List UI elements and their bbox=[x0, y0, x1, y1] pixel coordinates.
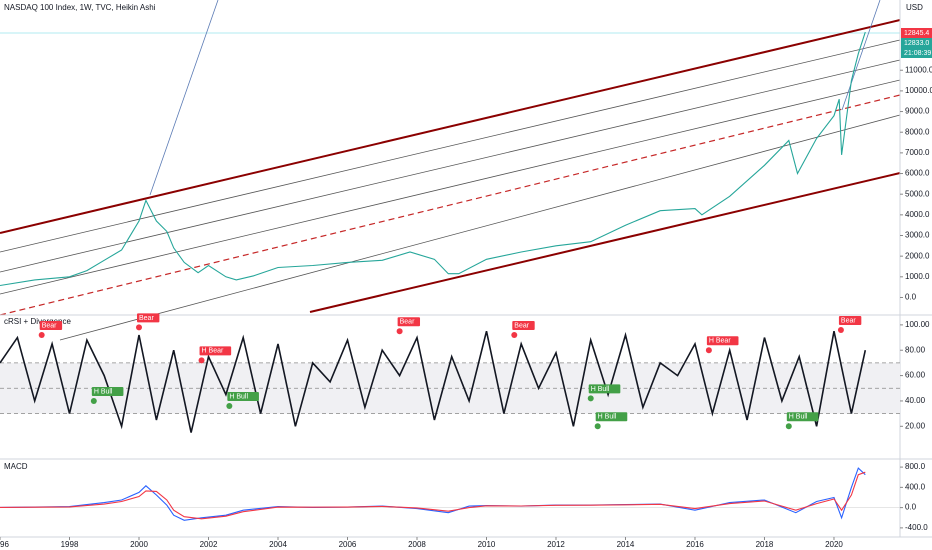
x-tick-label: 2016 bbox=[686, 540, 704, 549]
x-tick-label: 2020 bbox=[825, 540, 843, 549]
y-tick-label: 0.0 bbox=[905, 503, 917, 512]
divergence-label: Bear bbox=[400, 319, 415, 326]
divergence-tag bbox=[838, 315, 862, 325]
series-line bbox=[0, 471, 866, 520]
divergence-dot bbox=[785, 423, 792, 430]
divergence-label: Bear bbox=[139, 315, 154, 322]
divergence-label: H Bull bbox=[598, 414, 617, 421]
price-tag-bg bbox=[901, 38, 932, 48]
trend-line bbox=[59, 114, 901, 341]
currency: USD bbox=[906, 3, 923, 12]
x-tick-label: 1998 bbox=[61, 540, 79, 549]
trend-line bbox=[0, 19, 901, 234]
x-tick-label: 2000 bbox=[130, 540, 148, 549]
divergence-tag bbox=[199, 346, 232, 356]
y-tick-label: -400.0 bbox=[905, 523, 928, 532]
divergence-tag bbox=[397, 317, 421, 327]
series-line bbox=[0, 467, 866, 521]
indicator-title: cRSI + Divergence bbox=[4, 317, 71, 326]
divergence-label: H Bull bbox=[94, 388, 113, 395]
divergence-label: H Bull bbox=[789, 414, 808, 421]
x-tick-label: 2006 bbox=[339, 540, 357, 549]
divergence-label: H Bear bbox=[202, 348, 224, 355]
y-tick-label: 400.0 bbox=[905, 482, 926, 491]
trend-line bbox=[149, 0, 219, 196]
x-tick-label: 2014 bbox=[617, 540, 635, 549]
divergence-dot bbox=[396, 328, 403, 335]
divergence-label: H Bear bbox=[709, 338, 731, 345]
y-tick-label: 11000.0 bbox=[905, 65, 932, 74]
y-tick-label: 3000.0 bbox=[905, 231, 930, 240]
divergence-label: Bear bbox=[514, 322, 529, 329]
price-tag-bg bbox=[901, 28, 932, 38]
x-tick-label: 2002 bbox=[200, 540, 218, 549]
y-tick-label: 40.00 bbox=[905, 396, 926, 405]
trend-line bbox=[0, 59, 901, 273]
divergence-dot bbox=[38, 332, 45, 339]
x-tick-label: 2018 bbox=[756, 540, 774, 549]
divergence-tag bbox=[588, 384, 621, 394]
trend-line bbox=[0, 79, 901, 295]
y-tick-label: 80.00 bbox=[905, 345, 926, 354]
divergence-tag bbox=[227, 392, 259, 402]
indicator-title: MACD bbox=[4, 462, 28, 471]
y-tick-label: 9000.0 bbox=[905, 107, 930, 116]
divergence-dot bbox=[837, 326, 844, 333]
price-tag: 12845.4 bbox=[904, 30, 929, 37]
y-tick-label: 10000.0 bbox=[905, 86, 932, 95]
divergence-label: Bear bbox=[841, 317, 856, 324]
divergence-tag bbox=[512, 321, 535, 331]
trend-line bbox=[0, 39, 901, 253]
y-tick-label: 800.0 bbox=[905, 462, 926, 471]
trend-line bbox=[841, 0, 881, 111]
chart-title: NASDAQ 100 Index, 1W, TVC, Heikin Ashi bbox=[4, 3, 156, 12]
series-line bbox=[0, 331, 867, 433]
divergence-label: H Bull bbox=[591, 386, 610, 393]
x-tick-label: 2012 bbox=[547, 540, 565, 549]
divergence-tag bbox=[136, 313, 160, 323]
divergence-dot bbox=[226, 403, 233, 410]
price-tag-bg bbox=[901, 48, 932, 58]
divergence-label: Bear bbox=[42, 322, 57, 329]
divergence-tag bbox=[786, 412, 819, 422]
drawings bbox=[0, 0, 901, 341]
divergence-tag bbox=[39, 321, 63, 331]
x-tick-label: 1996 bbox=[0, 540, 9, 549]
divergence-dot bbox=[135, 324, 142, 331]
divergence-dot bbox=[90, 397, 97, 404]
y-tick-label: 60.00 bbox=[905, 371, 926, 380]
divergence-tag bbox=[706, 336, 739, 346]
y-tick-label: 100.00 bbox=[905, 320, 930, 329]
y-tick-label: 8000.0 bbox=[905, 127, 930, 136]
x-tick-label: 2004 bbox=[269, 540, 287, 549]
divergence-dot bbox=[511, 332, 518, 339]
y-tick-label: 6000.0 bbox=[905, 169, 930, 178]
divergence-dot bbox=[587, 395, 594, 402]
x-tick-label: 2008 bbox=[408, 540, 426, 549]
divergence-dot bbox=[198, 357, 205, 364]
price-tag: 12833.0 bbox=[904, 40, 929, 47]
divergence-dot bbox=[594, 423, 601, 430]
divergence-tag bbox=[91, 386, 124, 396]
x-tick-label: 2010 bbox=[478, 540, 496, 549]
divergence-tag bbox=[595, 412, 628, 422]
series-line bbox=[0, 31, 866, 287]
trend-line bbox=[309, 172, 901, 313]
y-tick-label: 1000.0 bbox=[905, 272, 930, 281]
y-tick-label: 7000.0 bbox=[905, 148, 930, 157]
price-tag: 21:08:39 bbox=[904, 50, 931, 57]
y-tick-label: 2000.0 bbox=[905, 251, 930, 260]
y-tick-label: 20.00 bbox=[905, 421, 926, 430]
divergence-dot bbox=[705, 347, 712, 354]
y-tick-label: 4000.0 bbox=[905, 210, 930, 219]
trend-line bbox=[0, 94, 901, 316]
y-tick-label: 5000.0 bbox=[905, 189, 930, 198]
divergence-label: H Bull bbox=[229, 393, 248, 400]
y-tick-label: 0.0 bbox=[905, 293, 917, 302]
